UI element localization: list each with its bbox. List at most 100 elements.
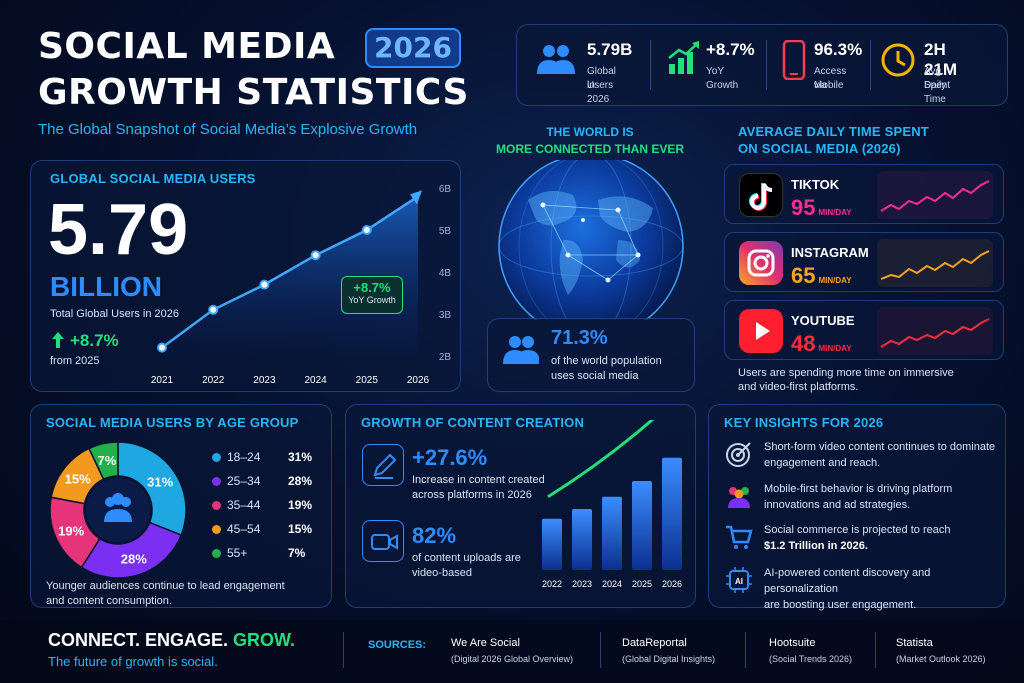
subtitle: The Global Snapshot of Social Media’s Ex…	[38, 121, 418, 138]
instagram-icon	[739, 241, 783, 285]
world-title-line-1: THE WORLD IS	[546, 125, 634, 139]
content-stat1-line-2: across platforms in 2026	[412, 489, 532, 501]
stat-value: 5.79B	[587, 40, 633, 59]
content-stat2-line-1: of content uploads are	[412, 552, 521, 564]
age-caption-2: and content consumption.	[46, 595, 172, 607]
x-tick-label: 2022	[202, 375, 225, 386]
insight-text: Short-form video content continues to do…	[764, 441, 996, 469]
legend-swatch	[212, 453, 221, 462]
legend-value: 15%	[288, 522, 313, 536]
clock-icon	[881, 43, 915, 77]
data-point	[259, 279, 270, 290]
world-stat-line-1: of the world population	[551, 355, 662, 367]
trend-arrow	[547, 420, 655, 499]
youtube-sparkline	[877, 307, 993, 355]
x-tick-label: 2026	[407, 375, 430, 386]
insight-text: AI-powered content discovery and persona…	[764, 567, 931, 611]
platform-row-youtube: YOUTUBE 48 MIN/DAY	[724, 300, 1004, 360]
content-bar-chart: 2022 2023 2024 2025 2026	[542, 420, 682, 589]
y-tick-label: 5B	[439, 226, 452, 237]
callout-label: YoY Growth	[348, 295, 396, 305]
svg-text:AI: AI	[735, 577, 743, 586]
pencil-icon	[362, 444, 404, 486]
mobile-phone-icon	[782, 40, 806, 80]
tiktok-sparkline	[877, 171, 993, 219]
divider	[343, 632, 344, 668]
x-tick-label: 2022	[542, 579, 562, 589]
legend-label: 45–54	[227, 522, 261, 536]
users-caption: Total Global Users in 2026	[50, 308, 180, 320]
platform-name: YOUTUBE	[791, 313, 855, 328]
globe-icon	[498, 160, 684, 320]
platform-name: TIKTOK	[791, 177, 840, 192]
x-tick-label: 2025	[632, 579, 652, 589]
legend-value: 7%	[288, 546, 306, 560]
y-tick-label: 2B	[439, 352, 452, 363]
slice-label: 28%	[121, 552, 147, 567]
footer-slogan: CONNECT. ENGAGE. GROW.	[48, 630, 296, 650]
x-tick-label: 2021	[151, 375, 174, 386]
users-icon	[104, 493, 132, 522]
stat-label: YoY Growth	[706, 66, 739, 91]
ai-chip-icon: AI	[726, 567, 752, 593]
tiktok-icon	[739, 173, 783, 217]
platform-name: INSTAGRAM	[791, 245, 869, 260]
insight-text: Mobile-first behavior is driving platfor…	[764, 483, 953, 511]
source-name: DataReportal	[622, 637, 687, 649]
world-stat-line-2: uses social media	[551, 370, 639, 382]
growth-chart-icon	[668, 41, 699, 74]
daily-time-title-2: ON SOCIAL MEDIA (2026)	[738, 141, 901, 156]
arrow-up-icon	[52, 332, 64, 348]
content-title: GROWTH OF CONTENT CREATION	[361, 415, 585, 430]
growth-caption: from 2025	[50, 355, 100, 367]
data-point	[361, 225, 372, 235]
stat-label: Avg. Daily Time	[924, 66, 947, 105]
age-caption-1: Younger audiences continue to lead engag…	[46, 580, 285, 592]
daily-note-2: and video-first platforms.	[738, 381, 859, 393]
slice-label: 19%	[58, 523, 84, 538]
stat-label: Global Users	[587, 66, 616, 91]
source-name: Statista	[896, 637, 933, 649]
legend-label: 18–24	[227, 450, 261, 464]
x-tick-label: 2024	[304, 375, 327, 386]
insight-text: Social commerce is projected to reach $1.…	[764, 524, 951, 552]
data-point	[157, 342, 167, 353]
platform-row-tiktok: TIKTOK 95 MIN/DAY	[724, 164, 1004, 224]
users-line-chart: 2021 2022 2023 2024 2025 2026 2B 3B 4B 5B 6B	[151, 184, 452, 386]
y-tick-label: 3B	[439, 310, 452, 321]
platform-value: 95 MIN/DAY	[791, 195, 852, 220]
stat-label: Access via	[814, 66, 847, 91]
x-tick-label: 2024	[602, 579, 622, 589]
people-group-icon	[728, 487, 750, 508]
data-point	[310, 250, 321, 261]
divider	[870, 40, 871, 90]
youtube-icon	[739, 309, 783, 353]
donut-slice	[117, 441, 187, 537]
year-badge: 2026	[365, 28, 461, 68]
stat-label: Spent	[924, 80, 951, 91]
y-tick-label: 6B	[439, 184, 452, 195]
slice-label: 7%	[97, 453, 116, 468]
bar	[632, 480, 652, 570]
insights-title: KEY INSIGHTS FOR 2026	[724, 415, 884, 430]
legend-swatch	[212, 477, 221, 486]
divider	[600, 632, 601, 668]
shopping-cart-icon	[726, 525, 753, 549]
world-stat-value: 71.3%	[551, 327, 608, 349]
content-stat1-line-1: Increase in content created	[412, 474, 545, 486]
legend-swatch	[212, 525, 221, 534]
content-stat1-value: +27.6%	[412, 445, 488, 470]
world-title: THE WORLD IS MORE CONNECTED THAN EVER	[470, 125, 710, 156]
slice-label: 15%	[65, 472, 91, 487]
platform-value: 65 MIN/DAY	[791, 263, 852, 288]
age-donut-chart: 31% 28% 19% 15% 7%	[49, 441, 187, 579]
legend-value: 31%	[288, 450, 313, 464]
world-title-line-2: MORE CONNECTED THAN EVER	[495, 142, 684, 156]
insights-card	[708, 404, 1006, 608]
footer-bar	[0, 620, 1024, 683]
sources-label: SOURCES:	[368, 639, 427, 651]
footer-tagline: The future of growth is social.	[48, 654, 218, 669]
donut-slice	[80, 521, 183, 579]
big-number: 5.79	[48, 190, 189, 270]
platform-value: 48 MIN/DAY	[791, 331, 852, 356]
